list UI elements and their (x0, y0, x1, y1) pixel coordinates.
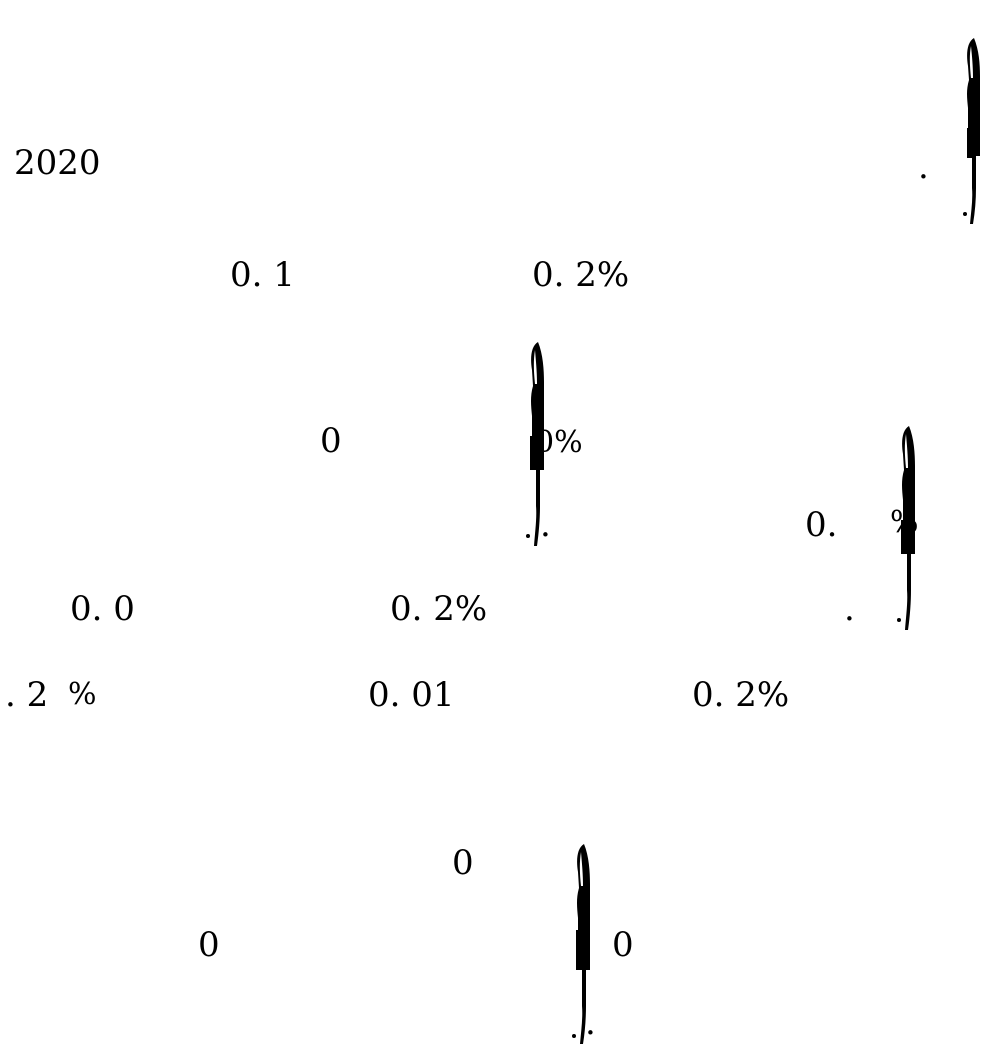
percent-text-5: % (68, 677, 97, 712)
standing-figure-icon (526, 342, 544, 546)
value-text-4: . 2 (5, 675, 49, 715)
zero-text-3: 0 (198, 925, 220, 965)
standing-figure-icon (572, 844, 590, 1044)
zero-text-2: 0 (452, 843, 474, 883)
standing-figure-icon (963, 38, 980, 224)
period-text-3: . (844, 589, 855, 629)
value-text-5: 0. 01 (368, 675, 455, 715)
zero-text-1: 0 (320, 421, 342, 461)
zero-text-4: 0 (612, 925, 634, 965)
period-text-1: . (918, 147, 929, 187)
percent-text-1: 0. 2% (532, 255, 630, 295)
period-text-4: . (585, 1003, 596, 1043)
value-text-1: 0. 1 (230, 255, 295, 295)
value-text-3: 0. 0 (70, 589, 135, 629)
value-text-2: 0. (805, 505, 838, 545)
percent-text-4: 0. 2% (390, 589, 488, 629)
standing-figure-icon (897, 426, 915, 630)
percent-text-6: 0. 2% (692, 675, 790, 715)
year-text: 2020 (14, 143, 101, 183)
period-text-2: . (540, 505, 551, 545)
